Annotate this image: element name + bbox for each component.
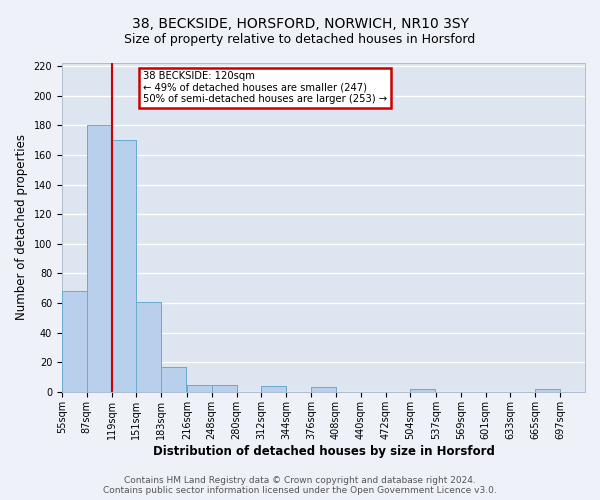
Bar	[112, 140, 136, 392]
X-axis label: Distribution of detached houses by size in Horsford: Distribution of detached houses by size …	[152, 444, 494, 458]
Bar	[187, 384, 212, 392]
Bar	[535, 389, 560, 392]
Text: Contains public sector information licensed under the Open Government Licence v3: Contains public sector information licen…	[103, 486, 497, 495]
Bar	[535, 389, 560, 392]
Bar	[311, 388, 336, 392]
Bar	[187, 384, 212, 392]
Bar	[311, 388, 336, 392]
Bar	[87, 126, 112, 392]
Bar	[136, 302, 161, 392]
Y-axis label: Number of detached properties: Number of detached properties	[15, 134, 28, 320]
Bar	[87, 126, 112, 392]
Bar	[136, 302, 161, 392]
Bar	[62, 291, 87, 392]
Bar	[262, 386, 286, 392]
Text: 38 BECKSIDE: 120sqm
← 49% of detached houses are smaller (247)
50% of semi-detac: 38 BECKSIDE: 120sqm ← 49% of detached ho…	[143, 72, 387, 104]
Text: 38, BECKSIDE, HORSFORD, NORWICH, NR10 3SY: 38, BECKSIDE, HORSFORD, NORWICH, NR10 3S…	[131, 18, 469, 32]
Bar	[410, 389, 435, 392]
Bar	[410, 389, 435, 392]
Bar	[212, 384, 236, 392]
Bar	[161, 366, 186, 392]
Bar	[62, 291, 87, 392]
Text: Size of property relative to detached houses in Horsford: Size of property relative to detached ho…	[124, 32, 476, 46]
Bar	[161, 366, 186, 392]
Bar	[262, 386, 286, 392]
Bar	[112, 140, 136, 392]
Bar	[212, 384, 236, 392]
Text: Contains HM Land Registry data © Crown copyright and database right 2024.: Contains HM Land Registry data © Crown c…	[124, 476, 476, 485]
